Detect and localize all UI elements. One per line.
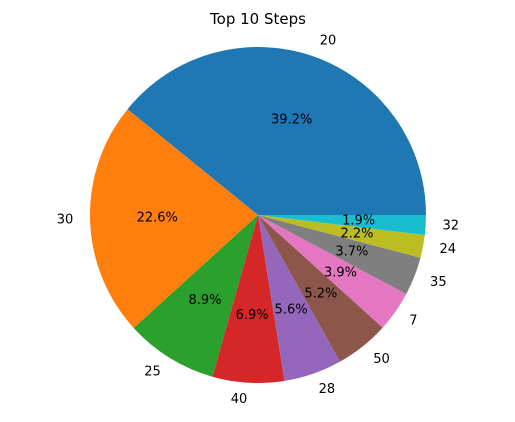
- percent-label-20: 39.2%: [271, 112, 312, 127]
- percent-label-35: 3.7%: [335, 244, 368, 259]
- pie-slice-40: [212, 215, 285, 383]
- percent-label-28: 5.6%: [275, 303, 308, 318]
- pie-slice-7: [258, 215, 407, 328]
- category-label-50: 50: [373, 352, 390, 367]
- percent-labels: 39.2% 22.6% 8.9% 6.9% 5.6% 5.2% 3.9% 3.7% 2.2%1.…: [137, 112, 376, 323]
- percent-label-7: 3.9%: [324, 265, 357, 280]
- pie-slice-24: [258, 215, 425, 258]
- chart-title: Top 10 Steps: [209, 10, 306, 28]
- category-label-28: 28: [319, 382, 336, 397]
- percent-label-30: 22.6%: [137, 210, 178, 225]
- percent-label-25: 8.9%: [188, 293, 221, 308]
- pie-slice-30: [90, 109, 259, 328]
- percent-label-50: 5.2%: [304, 286, 337, 301]
- category-label-20: 20: [320, 33, 337, 48]
- pie-slice-25: [133, 215, 258, 377]
- pie-slice-35: [258, 215, 421, 295]
- category-label-30: 30: [57, 213, 74, 228]
- category-label-40: 40: [231, 392, 248, 407]
- category-label-35: 35: [430, 275, 447, 290]
- category-label-25: 25: [144, 365, 161, 380]
- percent-label-40: 6.9%: [236, 308, 269, 323]
- category-label-32: 32: [442, 219, 459, 234]
- category-labels: 20 30 25 40 28 50 7 35 24 32: [57, 33, 459, 407]
- percent-label-32: 1.9%: [342, 214, 375, 229]
- pie-slice-20: [127, 46, 426, 215]
- pie-slices: [90, 46, 426, 383]
- category-label-24: 24: [440, 242, 457, 257]
- pie-slice-28: [258, 215, 341, 381]
- category-label-7: 7: [409, 314, 417, 329]
- pie-slice-32: [258, 215, 426, 235]
- pie-slice-50: [258, 215, 383, 362]
- percent-label-24: 2.2%: [341, 226, 374, 241]
